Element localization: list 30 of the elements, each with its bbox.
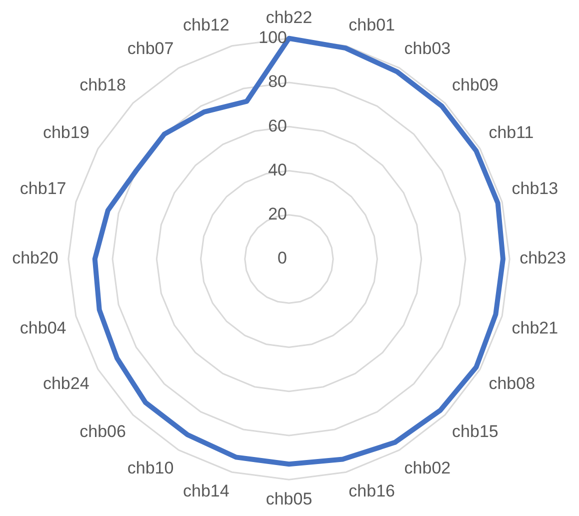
spoke-label: chb22 <box>266 8 312 27</box>
y-tick-label: 40 <box>268 160 287 180</box>
spoke-label: chb13 <box>512 178 558 198</box>
spoke-label: chb03 <box>404 38 451 58</box>
spoke-label: chb08 <box>488 374 536 394</box>
spoke-label: chb10 <box>127 458 174 478</box>
spoke-label: chb06 <box>80 422 126 441</box>
spoke-label: chb20 <box>12 248 58 268</box>
spoke-label: chb01 <box>348 16 396 35</box>
spoke-label: chb05 <box>266 489 312 508</box>
spoke-label: chb12 <box>182 16 230 35</box>
spoke-label: chb19 <box>42 123 90 142</box>
y-tick-label: 60 <box>268 116 287 136</box>
spoke-label: chb24 <box>42 374 90 394</box>
y-tick-label: 20 <box>268 204 287 224</box>
spoke-label: chb09 <box>452 75 498 94</box>
spoke-label: chb15 <box>452 422 498 441</box>
spoke-label: chb18 <box>80 75 126 94</box>
y-tick-label: 0 <box>278 248 287 268</box>
spoke-label: chb04 <box>20 318 66 338</box>
spoke-label: chb11 <box>488 123 534 142</box>
spoke-label: chb17 <box>20 178 66 198</box>
spoke-label: chb02 <box>404 458 451 478</box>
spoke-label: chb16 <box>348 482 396 501</box>
y-tick-label: 80 <box>268 72 287 92</box>
spoke-label: chb23 <box>520 248 566 268</box>
spoke-label: chb14 <box>182 482 230 501</box>
spoke-label: chb21 <box>512 318 558 338</box>
spoke-label: chb07 <box>127 38 174 58</box>
y-tick-label: 100 <box>258 28 287 48</box>
